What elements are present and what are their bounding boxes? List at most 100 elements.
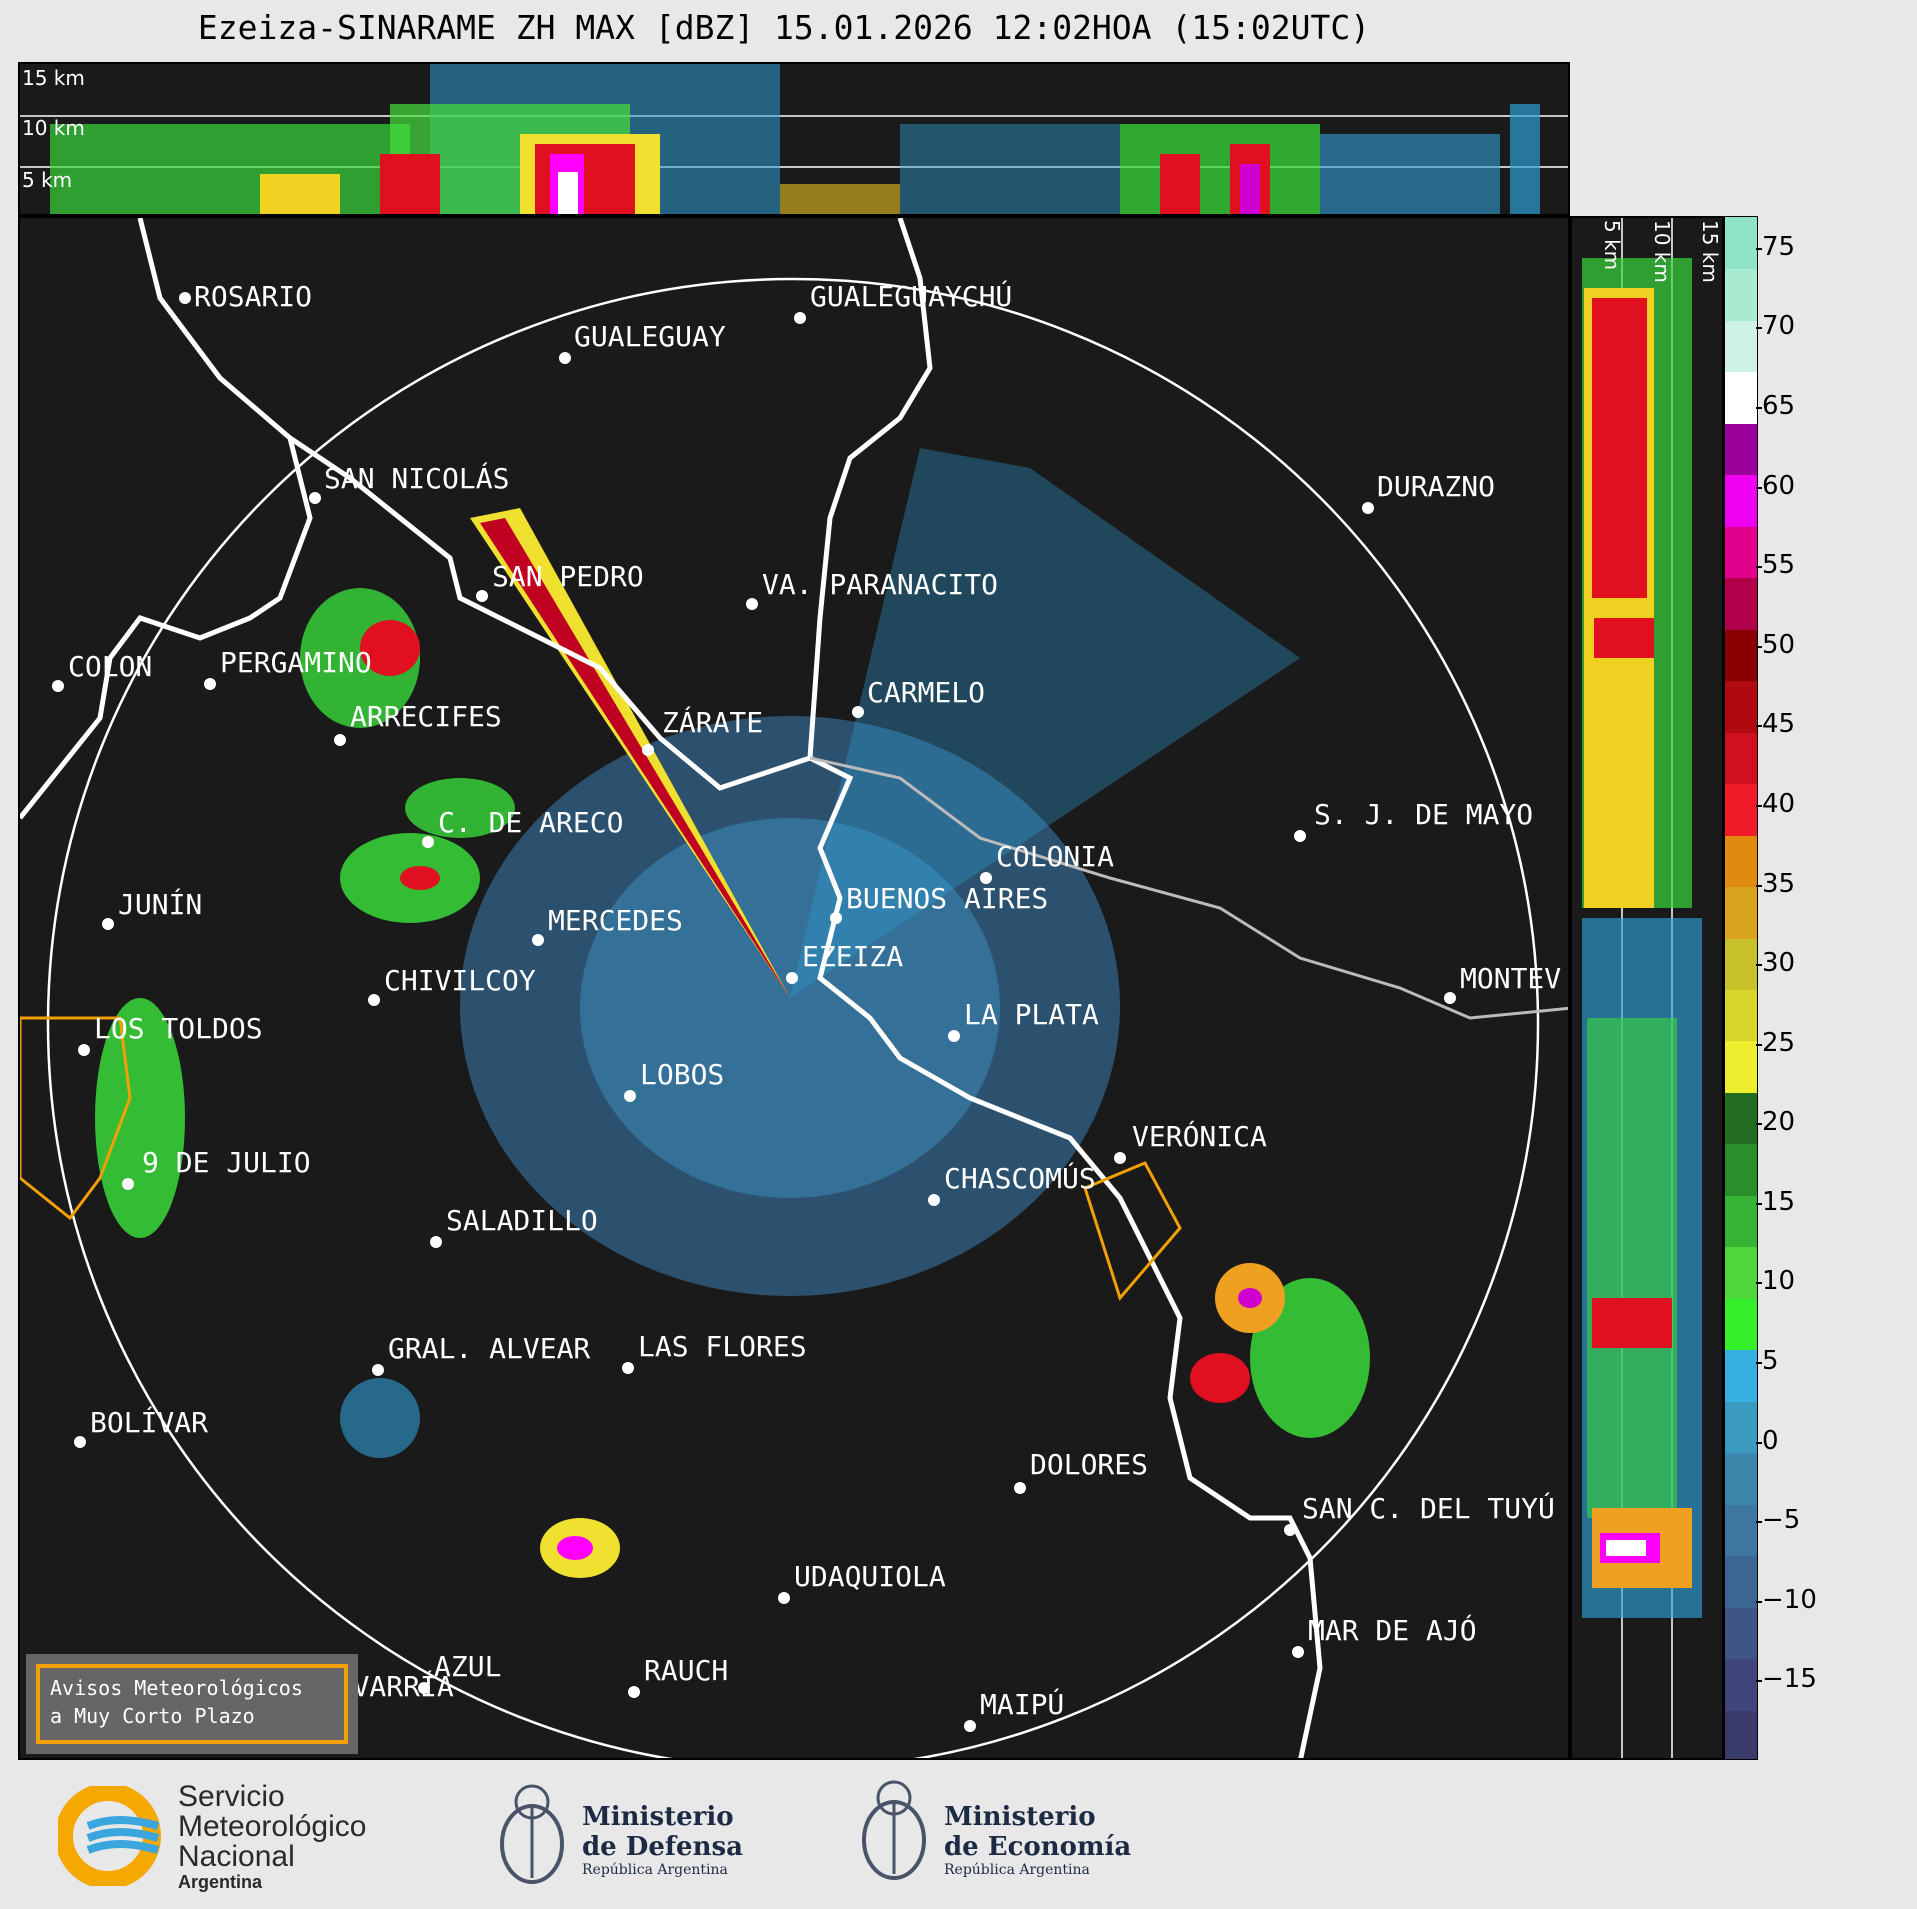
city-label: BUENOS AIRES [846, 882, 1049, 915]
city-label: LOS TOLDOS [94, 1012, 263, 1045]
smn-line2: Meteorológico [178, 1810, 367, 1843]
colorbar-tick-label: 70 [1755, 311, 1796, 342]
city-marker [78, 1044, 90, 1056]
city-label: SAN PEDRO [492, 560, 644, 593]
colorbar-segment [1725, 1246, 1757, 1299]
city-marker [794, 312, 806, 324]
chart-title: Ezeiza-SINARAME ZH MAX [dBZ] 15.01.2026 … [197, 8, 1371, 47]
top-height-label-5km: 5 km [22, 168, 73, 192]
city-marker [948, 1030, 960, 1042]
colorbar-tick-label: −10 [1756, 1584, 1817, 1615]
city-label: GUALEGUAYCHÚ [810, 280, 1013, 313]
city-label: SALADILLO [446, 1204, 598, 1237]
colorbar-segment [1725, 834, 1757, 888]
city-marker [102, 918, 114, 930]
city-marker [1444, 992, 1456, 1004]
city-marker [368, 994, 380, 1006]
colorbar-tick-label: 30 [1755, 948, 1796, 979]
colorbar-segment [1725, 1452, 1757, 1505]
smn-line4: Argentina [178, 1872, 263, 1892]
city-label: MAR DE AJÓ [1308, 1614, 1477, 1647]
top-cross-section-graphic [20, 64, 1568, 214]
city-label: MERCEDES [548, 904, 683, 937]
warning-legend-line1: Avisos Meteorológicos [50, 1676, 303, 1700]
colorbar-tick-label: 5 [1756, 1346, 1779, 1377]
colorbar-segment [1725, 1349, 1757, 1402]
city-marker [334, 734, 346, 746]
city-label: SAN NICOLÁS [324, 462, 510, 495]
colorbar-tick-label: 25 [1755, 1027, 1796, 1058]
colorbar-segment [1725, 1709, 1757, 1759]
colorbar-segment [1725, 628, 1757, 682]
colorbar-tick-label: 75 [1755, 231, 1796, 262]
economia-seal-icon [858, 1774, 930, 1886]
top-height-label-15km: 15 km [22, 66, 85, 90]
colorbar-segment [1725, 268, 1757, 321]
city-label: ZÁRATE [662, 706, 764, 739]
colorbar-segment [1725, 371, 1757, 424]
radar-map-panel[interactable]: ROSARIO GUALEGUAYCHÚ GUALEGUAY SAN NICOLÁS D… [18, 216, 1570, 1760]
defensa-line3: República Argentina [582, 1862, 728, 1878]
defensa-line1: Ministerio [582, 1802, 734, 1832]
defensa-seal-icon [496, 1778, 568, 1890]
city-label: CHASCOMÚS [944, 1162, 1096, 1195]
city-marker [830, 912, 842, 924]
economia-line1: Ministerio [944, 1802, 1096, 1832]
city-label: CHIVILCOY [384, 964, 536, 997]
city-label: RAUCH [644, 1654, 729, 1687]
city-marker [1114, 1152, 1126, 1164]
colorbar-segment [1725, 989, 1757, 1042]
colorbar-segment [1725, 1555, 1757, 1608]
city-marker [476, 590, 488, 602]
city-marker [622, 1362, 634, 1374]
city-marker [418, 1682, 430, 1694]
colorbar-segment [1725, 1400, 1757, 1454]
city-marker [1014, 1482, 1026, 1494]
smn-line1: Servicio [178, 1780, 285, 1813]
colorbar-segment [1725, 474, 1757, 527]
smn-line3: Nacional [178, 1840, 295, 1873]
city-label: DURAZNO [1377, 470, 1496, 503]
city-marker [624, 1090, 636, 1102]
warning-legend: Avisos Meteorológicos a Muy Corto Plazo [26, 1654, 358, 1754]
city-label: GRAL. ALVEAR [388, 1332, 591, 1365]
city-label: AZUL [434, 1650, 502, 1683]
colorbar-tick-label: 35 [1755, 868, 1796, 899]
defensa-line2: de Defensa [582, 1832, 743, 1862]
city-marker [122, 1178, 134, 1190]
smn-logo-icon [58, 1786, 161, 1886]
city-label: LAS FLORES [638, 1330, 807, 1363]
colorbar-segment [1725, 886, 1757, 939]
city-marker [52, 680, 64, 692]
city-label: COLON [68, 650, 153, 683]
city-marker [559, 352, 571, 364]
city-label: LOBOS [640, 1058, 725, 1091]
city-marker [1294, 830, 1306, 842]
colorbar-segment [1725, 731, 1757, 785]
side-cross-section-graphic [1582, 218, 1702, 1758]
city-label: 9 DE JULIO [142, 1146, 311, 1179]
city-label: ARRECIFES [350, 700, 502, 733]
colorbar-segment [1725, 1143, 1757, 1196]
colorbar-tick-label: 20 [1755, 1107, 1796, 1138]
city-marker [422, 836, 434, 848]
smn-logo [58, 1786, 168, 1886]
colorbar-tick-label: 50 [1755, 629, 1796, 660]
colorbar-tick-label: 45 [1755, 709, 1796, 740]
colorbar-segment [1725, 1658, 1757, 1711]
city-label: VA. PARANACITO [762, 568, 999, 601]
city-marker [964, 1720, 976, 1732]
city-label: EZEIZA [802, 940, 904, 973]
colorbar-segment [1725, 525, 1757, 579]
colorbar-tick-label: 15 [1755, 1186, 1796, 1217]
city-label: JUNÍN [118, 888, 203, 921]
city-label: UDAQUIOLA [794, 1560, 946, 1593]
city-label: GUALEGUAY [574, 320, 726, 353]
colorbar-segment [1725, 1606, 1757, 1660]
colorbar-tick-label: 0 [1756, 1425, 1779, 1456]
city-label: BOLÍVAR [90, 1406, 209, 1439]
colorbar-segment [1725, 937, 1757, 990]
colorbar-tick-label: 65 [1755, 391, 1796, 421]
side-height-label-15km: 15 km [1698, 220, 1722, 283]
city-label: LA PLATA [964, 998, 1099, 1031]
